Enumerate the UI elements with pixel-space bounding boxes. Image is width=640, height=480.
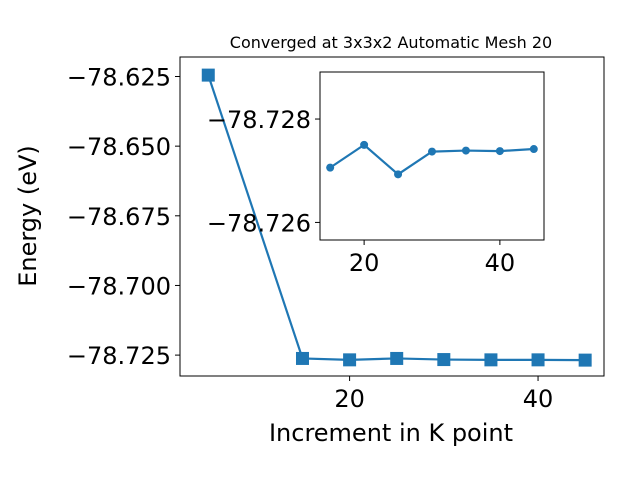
inset-data-point <box>428 147 436 156</box>
inset-y-tick-label: −78.728 <box>207 106 311 134</box>
main-data-point <box>484 353 498 367</box>
chart-title: Converged at 3x3x2 Automatic Mesh 20 <box>230 33 552 52</box>
inset-axes-frame <box>319 71 545 241</box>
main-data-point <box>343 353 357 367</box>
y-axis-label: Energy (eV) <box>14 145 42 287</box>
inset-y-tick-label: −78.726 <box>207 209 311 237</box>
main-y-tick-label: −78.625 <box>67 64 171 92</box>
inset-data-point <box>495 147 504 156</box>
inset-data-point <box>394 170 403 179</box>
inset-data-point <box>461 146 470 155</box>
main-y-tick-label: −78.675 <box>67 203 171 231</box>
inset-data-point <box>360 140 369 149</box>
inset-data-point <box>529 145 538 154</box>
main-data-point <box>295 351 309 365</box>
main-data-point <box>578 353 592 367</box>
main-data-point <box>531 353 545 367</box>
inset-x-tick-label: 40 <box>485 249 516 277</box>
inset-data-point <box>326 163 335 172</box>
inset-x-tick-label: 20 <box>349 249 380 277</box>
main-data-point <box>201 68 215 82</box>
main-y-tick-label: −78.650 <box>67 133 171 161</box>
main-y-tick-label: −78.725 <box>67 342 171 370</box>
main-series-line <box>207 74 586 362</box>
main-data-point <box>390 351 404 365</box>
main-data-point <box>437 353 451 367</box>
x-axis-label: Increment in K point <box>269 419 513 447</box>
inset-plot: 20 40 −78.728 −78.726 <box>207 71 545 277</box>
main-x-tick-label: 40 <box>523 385 554 413</box>
main-x-tick-label: 20 <box>334 385 365 413</box>
main-y-tick-label: −78.700 <box>67 272 171 300</box>
